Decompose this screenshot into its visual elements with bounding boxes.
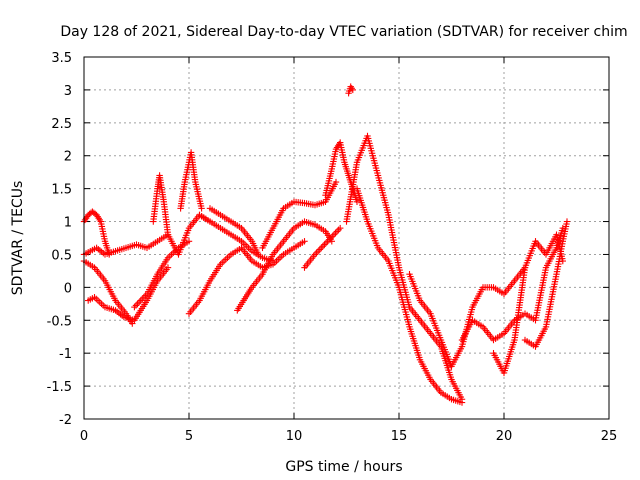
- x-tick-label: 20: [496, 429, 513, 444]
- y-tick-label: 2: [64, 150, 72, 165]
- data-point: [106, 251, 113, 258]
- data-point: [332, 178, 340, 186]
- interpolated-point: [321, 241, 328, 248]
- chart-title: Day 128 of 2021, Sidereal Day-to-day VTE…: [60, 24, 627, 40]
- y-tick-label: 1.5: [51, 183, 72, 198]
- x-tick-label: 10: [286, 429, 303, 444]
- data-point: [563, 218, 571, 225]
- x-tick-label: 0: [80, 429, 88, 444]
- data-point: [458, 399, 466, 406]
- interpolated-point: [132, 302, 140, 309]
- data-point: [353, 198, 361, 205]
- data-point: [198, 205, 205, 212]
- data-point: [337, 224, 344, 232]
- data-point: [164, 231, 172, 238]
- grid-lines: [84, 57, 609, 419]
- data-point: [349, 86, 356, 94]
- y-tick-label: -2: [59, 413, 72, 428]
- x-tick-label: 15: [391, 429, 408, 444]
- y-tick-label: -1: [59, 347, 72, 362]
- y-tick-label: 1: [64, 216, 72, 231]
- data-point: [164, 264, 172, 271]
- data-point: [318, 244, 325, 252]
- data-point: [131, 303, 138, 311]
- interpolated-point: [332, 229, 339, 237]
- interpolated-point: [322, 239, 330, 247]
- y-tick-label: -0.5: [47, 314, 72, 329]
- y-tick-label: 0.5: [51, 248, 72, 263]
- interpolated-point: [139, 295, 146, 303]
- y-axis-label: SDTVAR / TECUs: [10, 181, 26, 296]
- y-tick-label: 2.5: [51, 117, 72, 132]
- x-tick-label: 25: [601, 429, 618, 444]
- y-tick-label: 3.5: [51, 51, 72, 66]
- interpolated-point: [333, 228, 341, 235]
- x-tick-label: 5: [185, 429, 193, 444]
- plot-frame: [83, 56, 610, 420]
- interpolated-point: [319, 243, 327, 250]
- axis-ticks: 0 5 10 15 20 25 -2 -1.5 -1 -0.5 0 0.5 1 1.5 2 2.5 3 3.5: [47, 51, 618, 444]
- interpolated-point: [335, 226, 342, 233]
- data-point: [301, 238, 308, 245]
- y-tick-label: 3: [64, 84, 72, 99]
- x-axis-label: GPS time / hours: [285, 459, 402, 475]
- y-tick-label: 0: [64, 281, 72, 296]
- interpolated-point: [134, 300, 141, 308]
- interpolated-point: [314, 247, 322, 255]
- data-point: [185, 238, 193, 245]
- y-tick-label: -1.5: [47, 380, 72, 395]
- interpolated-point: [313, 249, 320, 257]
- data-point: [255, 251, 262, 258]
- interpolated-point: [316, 246, 323, 253]
- data-points: [80, 83, 571, 406]
